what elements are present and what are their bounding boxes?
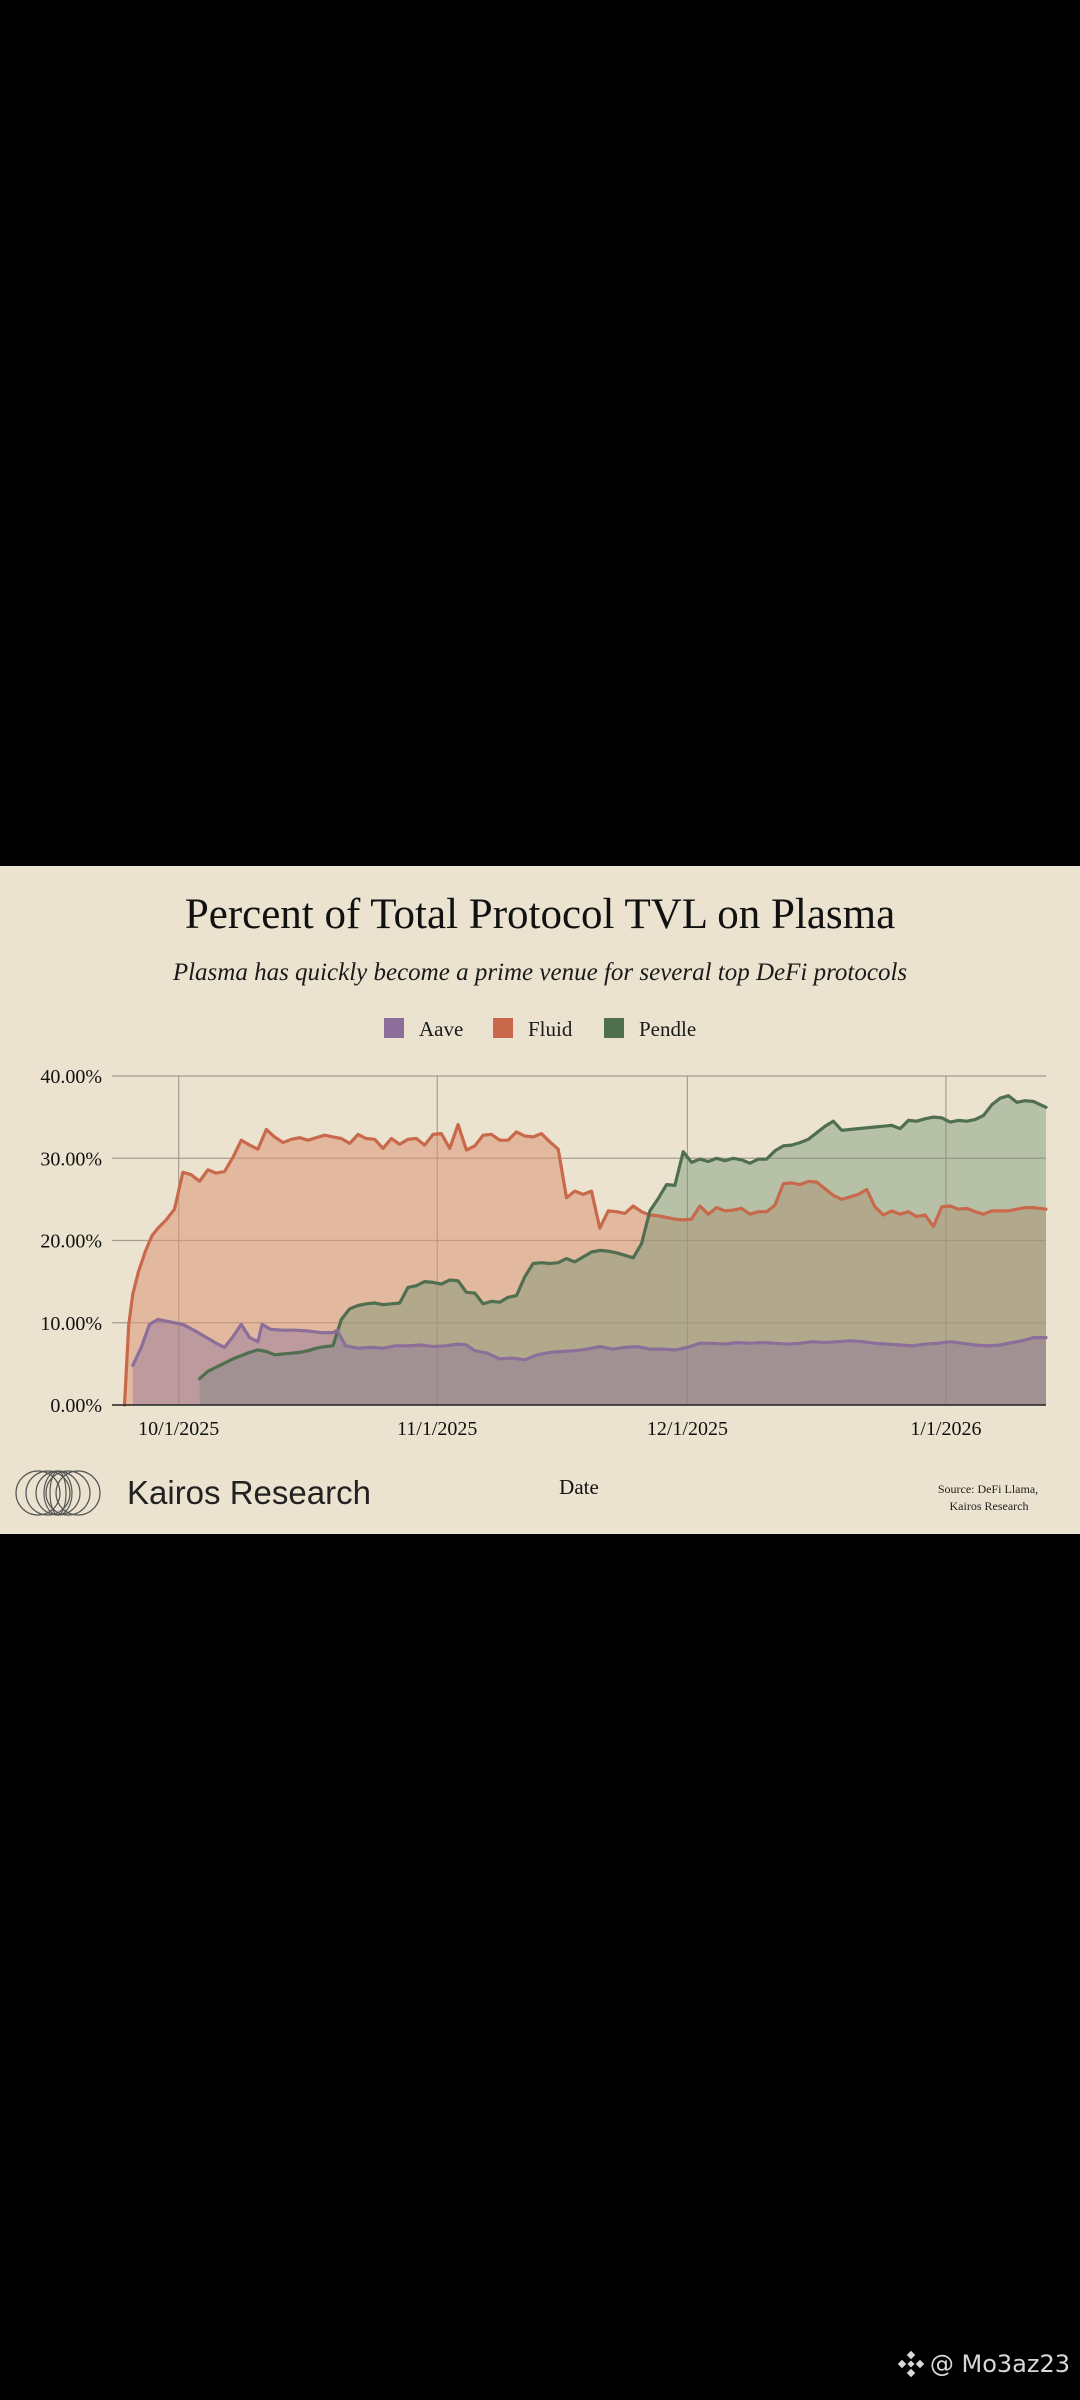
legend-swatch-fluid bbox=[493, 1018, 513, 1038]
legend-swatch-aave bbox=[384, 1018, 404, 1038]
kairos-logo-icon bbox=[15, 1470, 101, 1516]
legend: Aave Fluid Pendle bbox=[384, 1017, 696, 1041]
legend-label-pendle: Pendle bbox=[639, 1017, 696, 1041]
source-line-2: Kairos Research bbox=[950, 1499, 1029, 1513]
y-tick-label: 10.00% bbox=[40, 1313, 102, 1335]
area-pendle bbox=[199, 1095, 1047, 1405]
y-tick-label: 40.00% bbox=[40, 1066, 102, 1088]
chart-title: Percent of Total Protocol TVL on Plasma bbox=[185, 891, 895, 938]
legend-swatch-pendle bbox=[604, 1018, 624, 1038]
legend-label-fluid: Fluid bbox=[528, 1017, 573, 1041]
series-areas bbox=[124, 1095, 1047, 1405]
x-tick-label: 1/1/2026 bbox=[910, 1418, 981, 1440]
watermark-text: @ Mo3az23 bbox=[929, 2350, 1070, 2378]
chart-svg: Percent of Total Protocol TVL on Plasma … bbox=[15, 891, 1048, 1516]
x-axis-label: Date bbox=[559, 1475, 599, 1499]
x-tick-label: 12/1/2025 bbox=[647, 1418, 728, 1440]
line-aave bbox=[131, 1317, 1048, 1368]
y-tick-label: 20.00% bbox=[40, 1231, 102, 1253]
source-line-1: Source: DeFi Llama, bbox=[938, 1482, 1038, 1496]
area-aave bbox=[132, 1319, 1047, 1405]
series-lines bbox=[122, 1094, 1048, 1407]
y-tick-label: 30.00% bbox=[40, 1148, 102, 1170]
line-fluid bbox=[122, 1122, 1048, 1407]
y-tick-labels: 0.00% 10.00% 20.00% 30.00% 40.00% bbox=[40, 1066, 102, 1417]
x-tick-labels: 10/1/2025 11/1/2025 12/1/2025 1/1/2026 bbox=[138, 1418, 981, 1440]
chart-subtitle: Plasma has quickly become a prime venue … bbox=[172, 959, 907, 986]
area-fluid bbox=[124, 1124, 1046, 1405]
chart-card: Percent of Total Protocol TVL on Plasma … bbox=[0, 866, 1080, 1534]
line-pendle bbox=[198, 1094, 1048, 1381]
legend-label-aave: Aave bbox=[419, 1017, 463, 1041]
watermark: @ Mo3az23 bbox=[897, 2350, 1070, 2378]
y-tick-label: 0.00% bbox=[50, 1395, 102, 1417]
x-tick-label: 10/1/2025 bbox=[138, 1418, 219, 1440]
brand-name: Kairos Research bbox=[127, 1474, 371, 1511]
binance-logo-icon bbox=[897, 2351, 924, 2377]
x-tick-label: 11/1/2025 bbox=[397, 1418, 477, 1440]
